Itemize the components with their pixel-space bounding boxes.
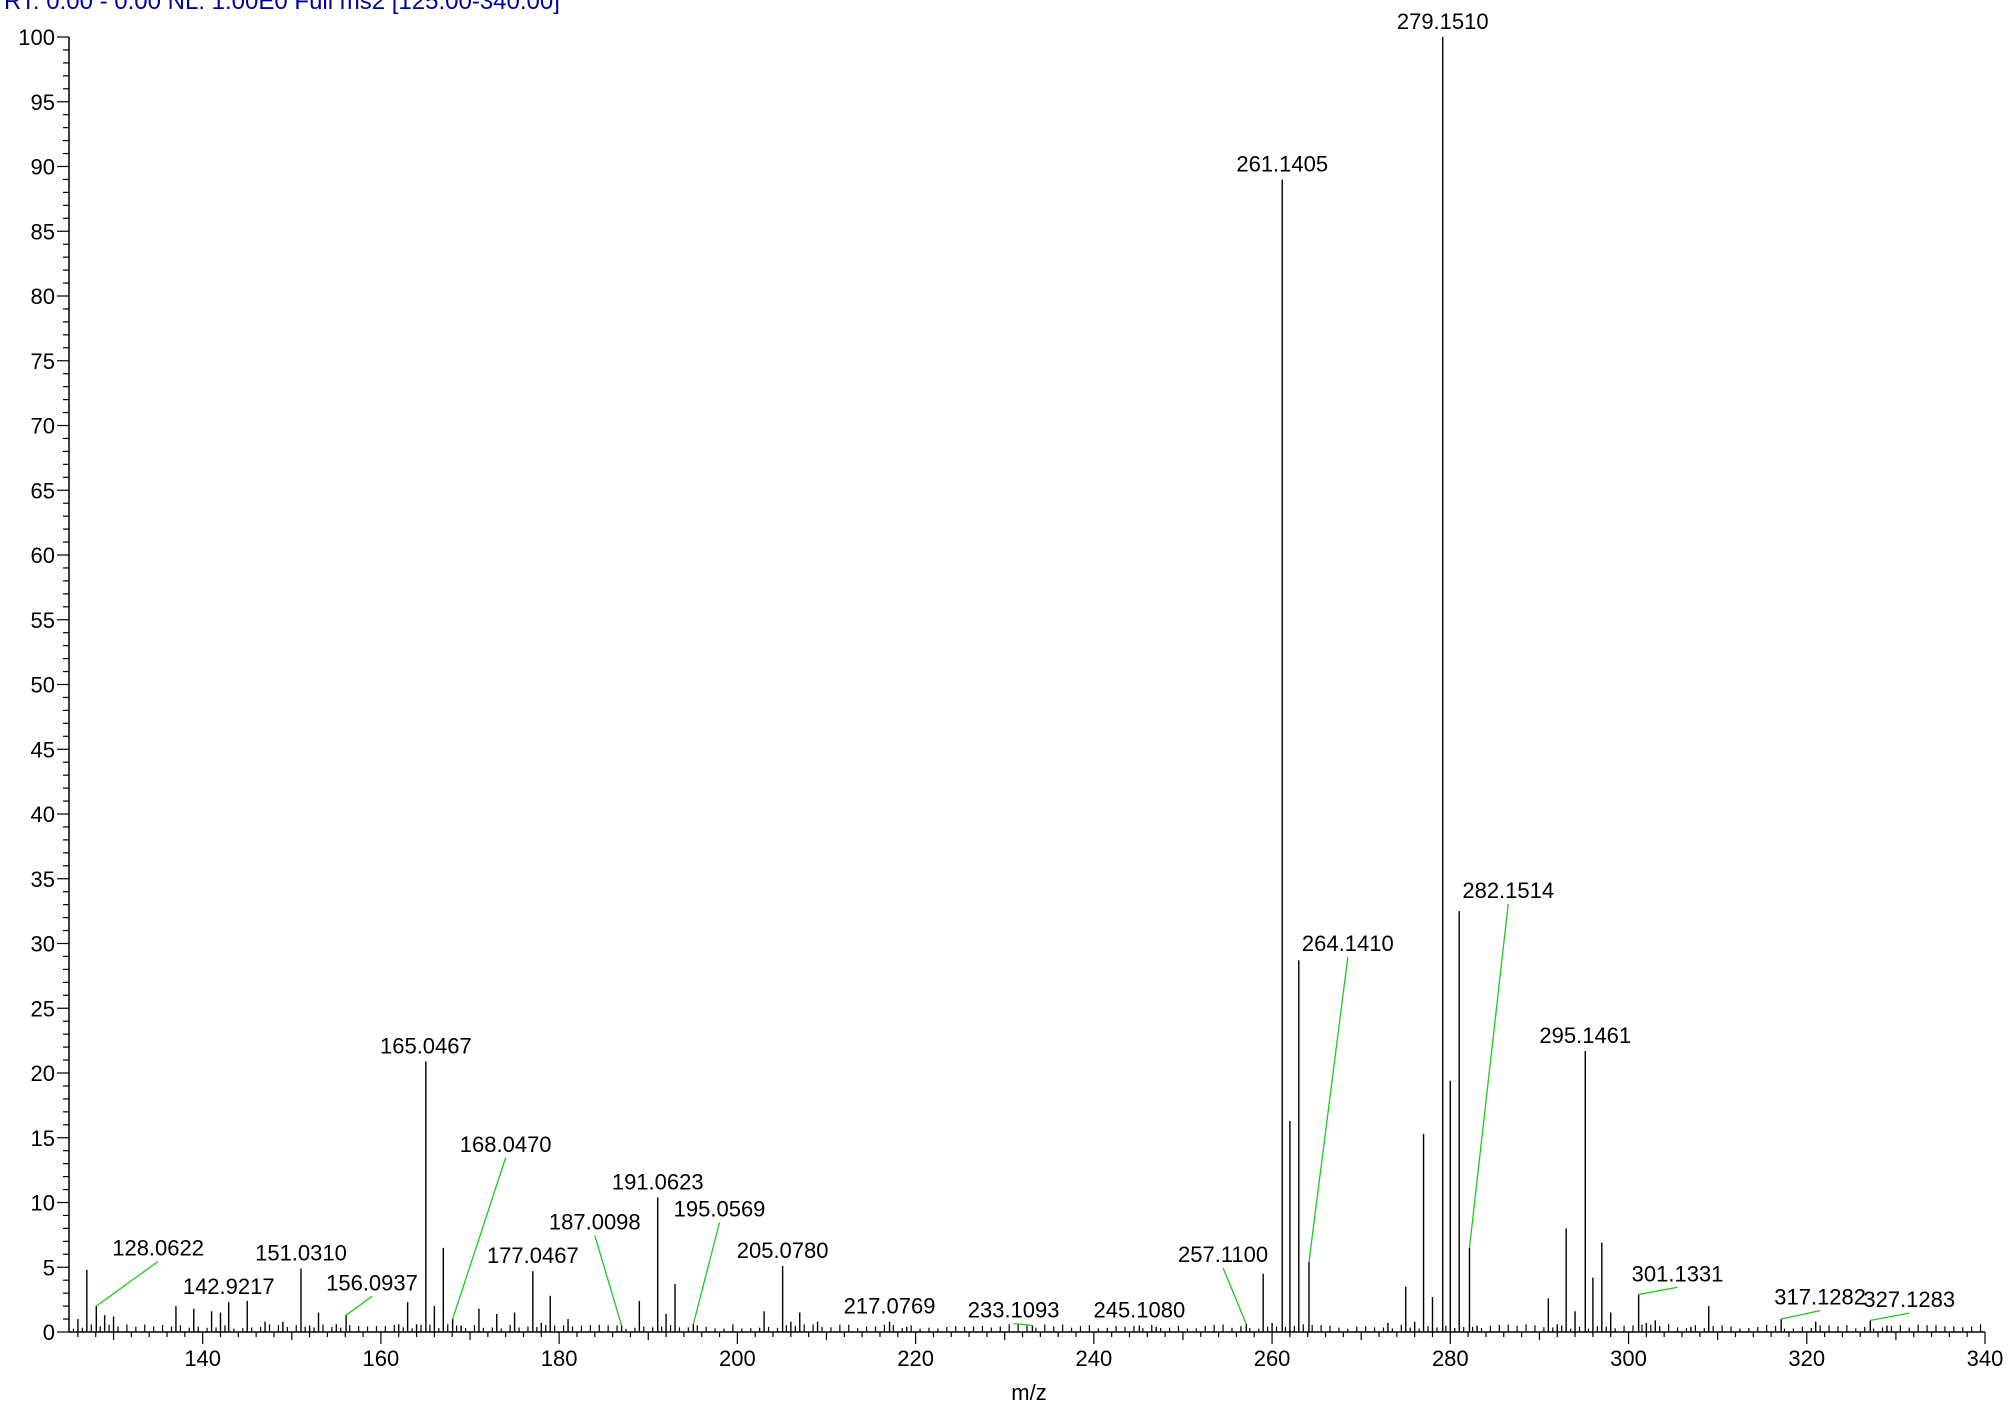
x-tick-label: 200 [719, 1346, 756, 1371]
peak-label: 301.1331 [1632, 1261, 1724, 1286]
scan-header: RT: 0.00 - 0.00 NL: 1.00E0 Full ms2 [125… [4, 0, 560, 15]
y-tick-label: 10 [31, 1191, 55, 1216]
leader-line [1468, 903, 1509, 1248]
peak-label: 195.0569 [674, 1197, 766, 1222]
x-tick-label: 180 [541, 1346, 578, 1371]
peak-label: 245.1080 [1093, 1298, 1185, 1323]
y-tick-labels: 0 5 10 15 20 25 30 35 40 45 50 55 60 65 70 75 80 85 90 95 10… [18, 25, 55, 1345]
y-tick-label: 15 [31, 1126, 55, 1151]
peak-label: 128.0622 [112, 1235, 204, 1260]
peak-label: 205.0780 [737, 1238, 829, 1263]
y-tick-label: 70 [31, 414, 55, 439]
peak-label: 257.1100 [1178, 1242, 1268, 1267]
label-leader-lines [95, 903, 1910, 1327]
leader-line [1638, 1286, 1678, 1296]
y-tick-label: 20 [31, 1061, 55, 1086]
leader-line [345, 1295, 373, 1316]
peak-label: 168.0470 [460, 1132, 552, 1157]
peak-label: 177.0467 [487, 1243, 579, 1268]
leader-line [1222, 1267, 1247, 1325]
x-tick-label: 340 [1967, 1346, 2004, 1371]
y-tick-label: 45 [31, 737, 55, 762]
leader-line [1870, 1312, 1910, 1321]
y-tick-label: 80 [31, 284, 55, 309]
y-tick-label: 90 [31, 155, 55, 180]
peak-label: 165.0467 [380, 1033, 472, 1058]
peak-labels: 128.0622 142.9217 151.0310 156.0937 165.0467… [112, 9, 1955, 1323]
y-tick-label: 60 [31, 543, 55, 568]
y-tick-label: 25 [31, 996, 55, 1021]
leader-line [1013, 1322, 1033, 1327]
x-tick-label: 240 [1075, 1346, 1112, 1371]
y-tick-label: 40 [31, 802, 55, 827]
x-tick-label: 140 [184, 1346, 221, 1371]
x-tick-labels: 140 160 180 200 220 240 260 280 300 320 340 [184, 1346, 2003, 1371]
y-tick-label: 65 [31, 478, 55, 503]
peak-label: 217.0769 [844, 1294, 936, 1319]
x-tick-label: 260 [1254, 1346, 1291, 1371]
leader-line [1308, 956, 1349, 1263]
leader-line [95, 1260, 159, 1307]
x-tick-label: 280 [1432, 1346, 1469, 1371]
x-tick-label: 160 [363, 1346, 400, 1371]
y-tick-label: 55 [31, 608, 55, 633]
y-tick-label: 50 [31, 673, 55, 698]
peak-label: 233.1093 [968, 1298, 1060, 1323]
leader-line [1781, 1309, 1821, 1320]
y-tick-label: 35 [31, 867, 55, 892]
y-tick-label: 75 [31, 349, 55, 374]
peak-sticks [72, 37, 1982, 1332]
peak-label: 317.1282 [1774, 1285, 1866, 1310]
peak-label: 295.1461 [1539, 1023, 1631, 1048]
peak-label: 327.1283 [1863, 1287, 1955, 1312]
x-axis-label: m/z [1011, 1380, 1046, 1405]
leader-line [452, 1157, 507, 1320]
peak-label: 156.0937 [326, 1270, 418, 1295]
leader-line [692, 1222, 721, 1325]
axis-ticks [57, 36, 1986, 1344]
x-tick-label: 300 [1610, 1346, 1647, 1371]
peak-label: 279.1510 [1397, 9, 1489, 34]
y-tick-label: 100 [18, 25, 55, 50]
y-tick-label: 30 [31, 932, 55, 957]
peak-label: 282.1514 [1462, 878, 1554, 903]
peak-label: 264.1410 [1302, 931, 1394, 956]
x-tick-label: 220 [897, 1346, 934, 1371]
peak-label: 261.1405 [1236, 151, 1328, 176]
y-tick-label: 5 [43, 1255, 55, 1280]
peak-label: 191.0623 [612, 1169, 704, 1194]
peak-label: 142.9217 [183, 1274, 275, 1299]
y-tick-label: 85 [31, 219, 55, 244]
leader-line [594, 1235, 623, 1326]
y-tick-label: 0 [43, 1320, 55, 1345]
peak-label: 187.0098 [549, 1209, 641, 1234]
y-tick-label: 95 [31, 90, 55, 115]
x-tick-label: 320 [1788, 1346, 1825, 1371]
peak-label: 151.0310 [255, 1241, 347, 1266]
